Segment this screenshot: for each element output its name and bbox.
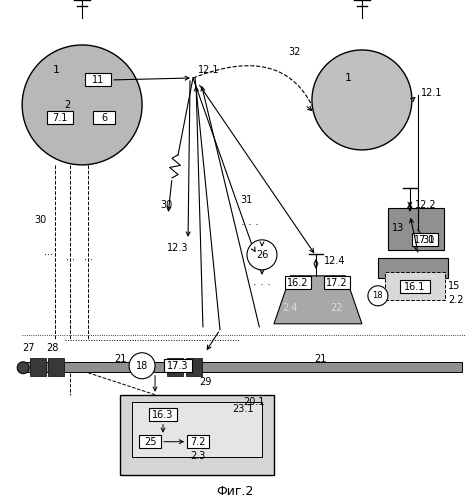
Bar [85,74,111,86]
Text: 30: 30 [160,200,172,210]
Text: 2.4: 2.4 [282,303,298,313]
Text: 30: 30 [422,235,434,245]
Text: 2.2: 2.2 [448,295,463,305]
Text: 16.1: 16.1 [404,282,425,292]
Text: 27: 27 [22,343,34,353]
Text: 18: 18 [136,361,148,371]
Text: 12.3: 12.3 [167,243,189,253]
Text: 12.1: 12.1 [198,65,219,75]
Text: ···: ··· [44,250,53,260]
Text: 20.1: 20.1 [243,396,265,406]
Bar [149,408,177,421]
Text: 32: 32 [289,47,301,57]
Text: 23.1: 23.1 [233,404,254,414]
Text: 1: 1 [53,65,60,75]
Bar [119,394,274,474]
Circle shape [247,240,277,270]
Bar [132,402,262,457]
Bar [186,358,202,376]
Text: 15: 15 [448,281,460,291]
Text: 31: 31 [240,195,252,205]
Bar [30,358,46,376]
Text: 29: 29 [199,376,211,386]
Bar [167,358,183,376]
Text: 12.2: 12.2 [415,200,437,210]
Text: 21: 21 [114,354,126,364]
Text: 13: 13 [392,223,404,233]
Text: 30: 30 [34,215,46,225]
Bar [378,258,448,278]
Text: 7.2: 7.2 [190,436,206,446]
Text: 7.1: 7.1 [53,113,68,123]
Circle shape [22,45,142,165]
Text: 21: 21 [314,354,326,364]
Bar [388,208,444,250]
Text: 25: 25 [144,436,157,446]
Text: ···: ··· [84,255,93,265]
Text: · · ·: · · · [241,220,259,230]
Text: 12.1: 12.1 [421,88,442,98]
Bar [48,358,64,376]
Text: 16.2: 16.2 [287,278,309,288]
Circle shape [312,50,412,150]
Text: 1: 1 [345,73,352,83]
Bar [187,435,209,448]
Circle shape [368,286,388,306]
Text: 18: 18 [373,292,383,300]
Text: 22: 22 [331,303,343,313]
Text: ···: ··· [66,255,75,265]
Text: 2: 2 [64,100,70,110]
Text: 11: 11 [92,75,104,85]
Text: Фиг.2: Фиг.2 [216,485,254,498]
Text: · · ·: · · · [253,280,271,290]
Bar [400,280,430,293]
Bar [324,276,350,289]
Bar [164,360,192,372]
Text: 12.4: 12.4 [324,256,345,266]
Text: 6: 6 [101,113,107,123]
Text: 17.2: 17.2 [326,278,348,288]
Bar [47,112,73,124]
Bar [385,272,445,300]
Circle shape [129,353,155,378]
Text: 26: 26 [256,250,268,260]
Bar [285,276,311,289]
Text: 28: 28 [46,343,58,353]
Polygon shape [274,276,362,324]
Bar [93,112,115,124]
Bar [139,435,161,448]
Text: 16.3: 16.3 [152,410,174,420]
Bar [22,362,462,372]
Text: 17.3: 17.3 [167,361,189,371]
Bar [412,234,438,246]
Circle shape [17,362,29,374]
Text: 2.3: 2.3 [190,450,206,460]
Text: 17.1: 17.1 [414,235,436,245]
